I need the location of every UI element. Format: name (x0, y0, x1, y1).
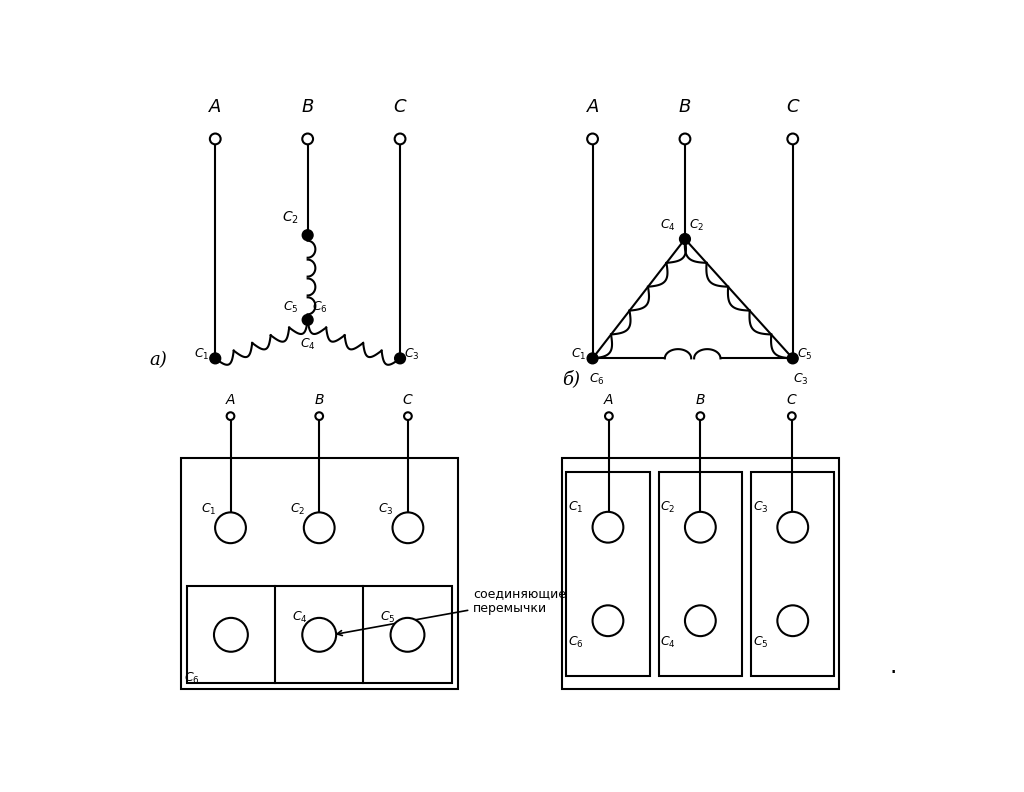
Text: $C_3$: $C_3$ (753, 500, 768, 515)
Text: $B$: $B$ (695, 393, 706, 407)
Circle shape (214, 618, 248, 652)
Circle shape (392, 512, 423, 543)
Bar (180, 459, 458, 690)
Text: $B$: $B$ (301, 98, 314, 116)
Circle shape (215, 512, 246, 543)
Text: $A$: $A$ (603, 393, 614, 407)
Bar (562, 459, 839, 690)
Text: $C_3$: $C_3$ (403, 347, 420, 362)
Circle shape (394, 134, 406, 144)
Bar (186, 586, 452, 683)
Circle shape (304, 512, 335, 543)
Text: $C$: $C$ (785, 98, 800, 116)
Bar (566, 472, 649, 676)
Text: $C_6$: $C_6$ (183, 672, 200, 687)
Circle shape (587, 134, 598, 144)
Circle shape (777, 512, 808, 543)
Circle shape (788, 413, 796, 420)
Circle shape (302, 230, 313, 241)
Circle shape (404, 413, 412, 420)
Text: $B$: $B$ (314, 393, 325, 407)
Text: $C$: $C$ (786, 393, 798, 407)
Text: $C_5$: $C_5$ (380, 610, 395, 625)
Text: $B$: $B$ (678, 98, 691, 116)
Text: $C_1$: $C_1$ (568, 500, 584, 515)
Text: $C_2$: $C_2$ (660, 500, 676, 515)
Circle shape (302, 314, 313, 326)
Circle shape (226, 413, 234, 420)
Circle shape (685, 605, 716, 636)
Text: $C_4$: $C_4$ (660, 218, 676, 233)
Text: $C_6$: $C_6$ (568, 634, 584, 649)
Circle shape (593, 512, 624, 543)
Circle shape (777, 605, 808, 636)
Text: $C_1$: $C_1$ (201, 502, 217, 517)
Text: $C_6$: $C_6$ (311, 300, 328, 315)
Text: а): а) (150, 351, 168, 369)
Text: $C_2$: $C_2$ (290, 502, 305, 517)
Circle shape (680, 134, 690, 144)
Text: $C_2$: $C_2$ (689, 218, 705, 233)
Text: $C_1$: $C_1$ (571, 347, 587, 362)
Circle shape (587, 353, 598, 364)
Text: $C$: $C$ (402, 393, 414, 407)
Circle shape (696, 413, 705, 420)
Text: $C_3$: $C_3$ (379, 502, 394, 517)
Circle shape (390, 618, 424, 652)
Text: $A$: $A$ (586, 98, 600, 116)
Circle shape (302, 618, 336, 652)
Text: $C_6$: $C_6$ (589, 372, 604, 387)
Circle shape (315, 413, 323, 420)
Circle shape (787, 134, 798, 144)
Bar (658, 472, 742, 676)
Circle shape (210, 134, 220, 144)
Circle shape (787, 353, 798, 364)
Text: соединяющие
перемычки: соединяющие перемычки (337, 587, 566, 635)
Circle shape (210, 353, 220, 364)
Text: $C_5$: $C_5$ (797, 347, 812, 362)
Text: $C_5$: $C_5$ (753, 634, 768, 649)
Circle shape (685, 512, 716, 543)
Circle shape (394, 353, 406, 364)
Text: $C_4$: $C_4$ (660, 634, 676, 649)
Text: $A$: $A$ (208, 98, 222, 116)
Circle shape (605, 413, 612, 420)
Text: $C_2$: $C_2$ (282, 210, 298, 226)
Circle shape (593, 605, 624, 636)
Circle shape (302, 134, 313, 144)
Bar (752, 472, 835, 676)
Text: $C_5$: $C_5$ (283, 300, 298, 315)
Text: $C_4$: $C_4$ (292, 610, 307, 625)
Text: $A$: $A$ (225, 393, 237, 407)
Text: б): б) (562, 370, 580, 388)
Text: $C_4$: $C_4$ (300, 337, 315, 352)
Text: $C$: $C$ (393, 98, 408, 116)
Circle shape (680, 234, 690, 245)
Text: $C_3$: $C_3$ (793, 372, 808, 387)
Text: $C_1$: $C_1$ (194, 347, 209, 362)
Text: .: . (889, 654, 897, 678)
